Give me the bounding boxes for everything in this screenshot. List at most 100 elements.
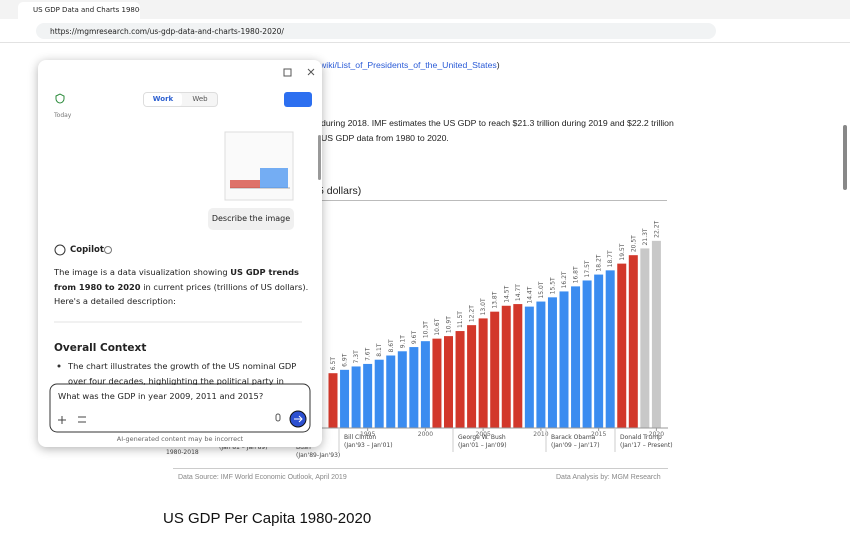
date-divider: Today (54, 112, 72, 119)
thumbnail-art (260, 168, 288, 188)
footer-source: Data Source: IMF World Economic Outlook,… (178, 474, 347, 481)
bar (432, 338, 442, 428)
bar (397, 351, 407, 428)
tab-title: US GDP Data and Charts 1980-20 (33, 6, 140, 14)
scrollbar[interactable] (843, 125, 847, 190)
tab-strip (0, 0, 850, 19)
bar-label: 15.0T (538, 281, 545, 298)
panel-icons (49, 68, 321, 433)
bar-label: 10.9T (446, 316, 453, 333)
bar (594, 274, 604, 428)
era-name: 1980-2018 (166, 449, 199, 456)
bar-label: 19.5T (619, 243, 626, 260)
address-bar[interactable]: https://mgmresearch.com/us-gdp-data-and-… (36, 23, 716, 39)
bar (478, 318, 488, 428)
bar (374, 359, 384, 428)
info-icon[interactable] (104, 246, 112, 254)
bar (467, 325, 477, 428)
bar (513, 304, 523, 428)
era-dates: (Jan'09 – Jan'17) (551, 442, 600, 449)
bar-label: 9.6T (411, 331, 418, 345)
era-name: Barack Obama (551, 434, 596, 441)
tab-web[interactable]: Web (192, 95, 208, 103)
bar (651, 240, 661, 428)
bar-label: 14.5T (503, 285, 510, 302)
tab-work[interactable]: Work (144, 93, 182, 106)
send-arrow (294, 415, 303, 423)
era-dates: (Jan'17 – Present) (620, 442, 673, 449)
add-icon[interactable] (58, 416, 66, 424)
input-box[interactable] (49, 383, 311, 433)
bar (501, 305, 511, 428)
link-close: ) (496, 60, 500, 70)
assistant-name: Copilot (70, 245, 104, 255)
bar (328, 373, 338, 428)
settings-icon[interactable] (78, 416, 86, 423)
x-tick-label: 2000 (418, 431, 433, 438)
era-dates: (Jan'93 – Jan'01) (344, 442, 393, 449)
bar (363, 363, 373, 428)
popout-icon[interactable] (283, 68, 292, 77)
era-name: Bill Clinton (344, 434, 376, 441)
panel-scrollbar[interactable] (318, 135, 321, 180)
shield-icon (55, 93, 65, 104)
bar-label: 6.9T (342, 353, 349, 367)
paragraph-line: during 2018. IMF estimates the US GDP to… (321, 118, 674, 128)
bar-label: 15.5T (549, 277, 556, 294)
tab[interactable]: US GDP Data and Charts 1980-20 (18, 2, 140, 19)
answer-heading: Overall Context (54, 342, 147, 354)
bar (420, 341, 430, 428)
bar-label: 10.6T (434, 318, 441, 335)
divider (318, 200, 667, 201)
bar-label: 14.4T (526, 286, 533, 303)
bar-label: 8.1T (376, 343, 383, 357)
bar (640, 248, 650, 428)
bar (605, 270, 615, 428)
bar (571, 286, 581, 428)
bar (444, 336, 453, 428)
copilot-logo (54, 244, 66, 256)
bar-label: 12.2T (469, 305, 476, 322)
close-icon[interactable] (307, 68, 315, 76)
era-dates: (Jan'81 – Jan'89) (219, 444, 268, 451)
footer-analysis: Data Analysis by: MGM Research (556, 474, 661, 481)
bar (617, 263, 627, 428)
answer: The image is a data visualization showin… (54, 265, 309, 309)
era-name: George W. Bush (458, 434, 506, 441)
disclaimer: AI-generated content may be incorrect (116, 435, 244, 443)
url: https://mgmresearch.com/us-gdp-data-and-… (50, 27, 284, 36)
bar-label: 13.8T (492, 291, 499, 308)
x-tick-label: 2010 (533, 431, 548, 438)
divider (173, 468, 668, 469)
bar-label: 11.5T (457, 311, 464, 328)
new-chat-button[interactable] (284, 92, 312, 107)
bar-label: 6.5T (330, 357, 337, 371)
bullet (57, 364, 61, 368)
bar-label: 21.3T (642, 228, 649, 245)
answer-text: in current prices (trillions of US dolla… (54, 281, 309, 307)
bar (455, 331, 465, 428)
answer-text: The image is a data visualization showin… (54, 267, 231, 277)
bar-label: 18.2T (596, 254, 603, 271)
bar (547, 297, 557, 428)
mic-icon[interactable] (275, 413, 281, 422)
bar (582, 280, 592, 428)
bar-label: 7.6T (365, 347, 372, 361)
bar-label: 17.5T (584, 260, 591, 277)
bar-label: 10.3T (422, 321, 429, 338)
link[interactable]: wiki/List_of_Presidents_of_the_United_St… (320, 60, 500, 70)
bar (409, 347, 419, 428)
bar-label: 22.2T (653, 220, 660, 237)
bar-label: 16.2T (561, 271, 568, 288)
section-heading: US GDP Per Capita 1980-2020 (163, 510, 372, 527)
copilot-panel: Work Web Today Describe the image Copilo… (38, 60, 322, 447)
bar-label: 16.8T (573, 266, 580, 283)
x-tick-label: 1995 (360, 431, 375, 438)
x-tick-label: 2005 (476, 431, 491, 438)
input-text[interactable]: What was the GDP in year 2009, 2011 and … (58, 391, 264, 401)
era-dates: (Jan'01 – Jan'09) (458, 442, 507, 449)
bar (386, 355, 396, 428)
bar-label: 20.5T (630, 235, 637, 252)
era-dates: (Jan'89-Jan'93) (296, 452, 340, 459)
